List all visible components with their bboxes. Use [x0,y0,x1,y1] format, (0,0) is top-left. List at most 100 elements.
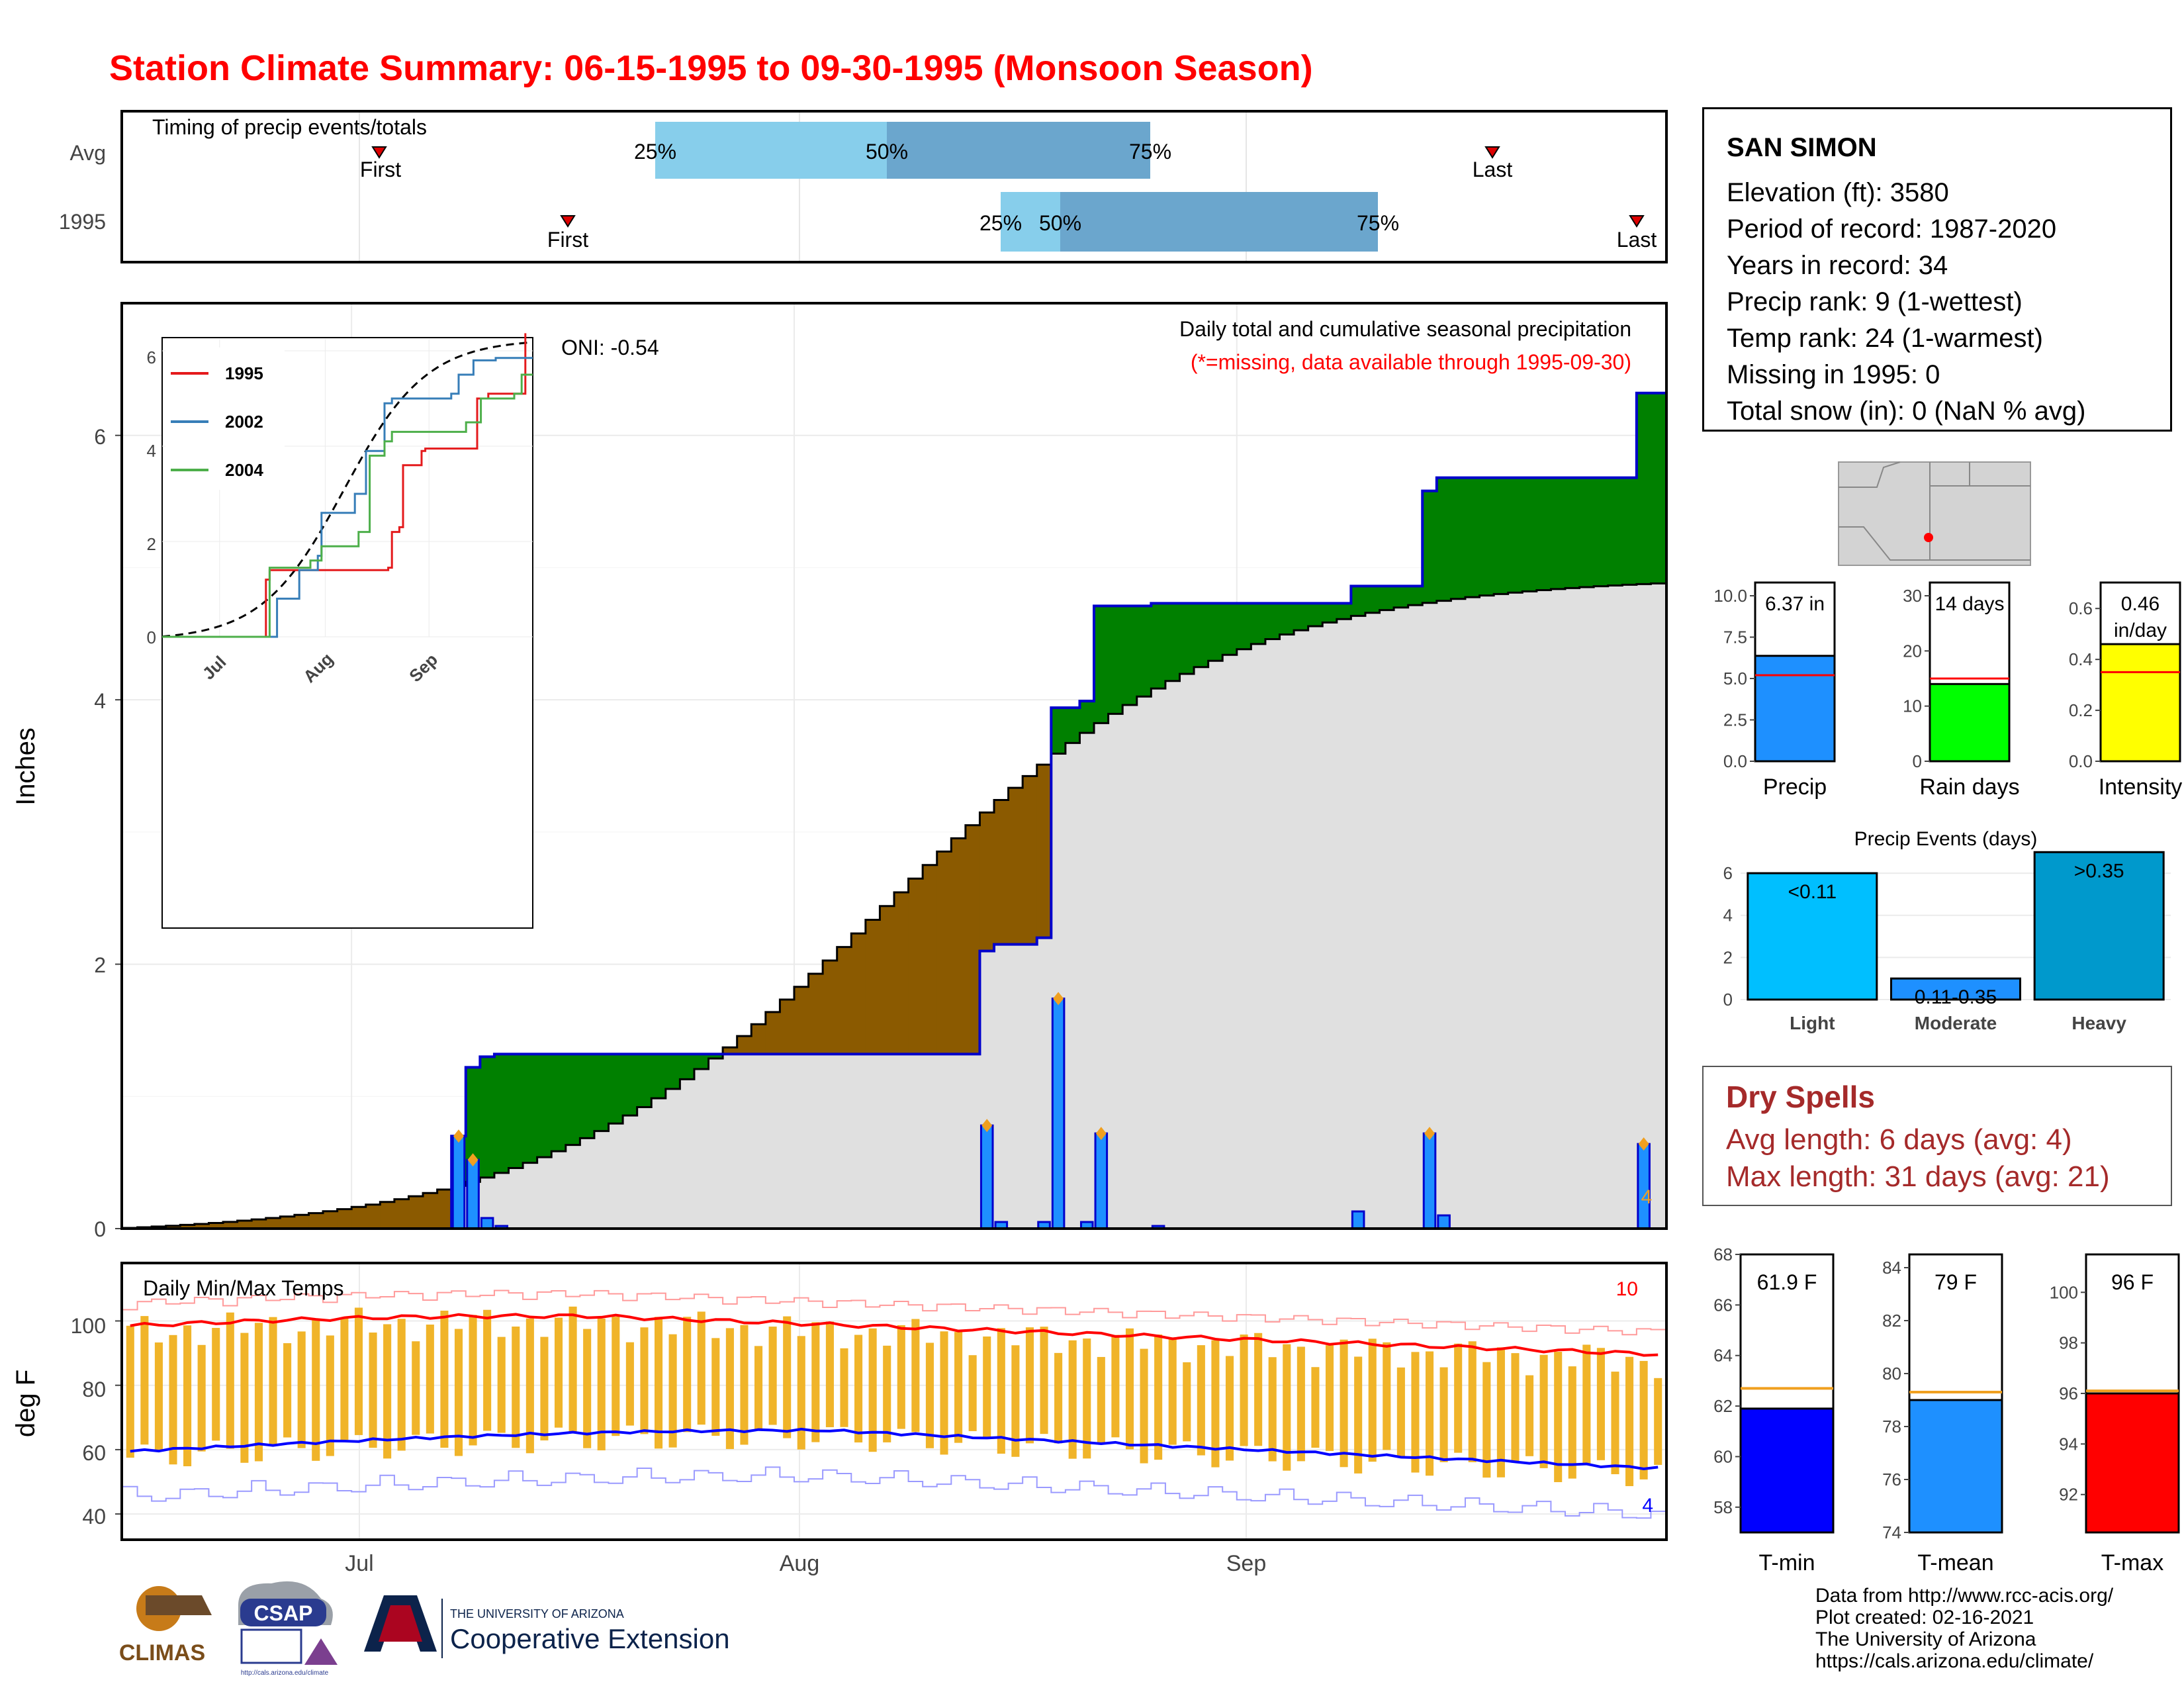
deficit-area [965,825,981,1055]
daily-temp-bar [1354,1356,1363,1474]
surplus-area [1594,477,1609,586]
daily-temp-bar [383,1324,392,1459]
deficit-area [251,1219,267,1229]
surplus-area [1122,606,1138,705]
precip-panel: Daily total and cumulative seasonal prec… [11,302,1668,1241]
timing-avg-p25: 25% [634,140,676,164]
surplus-area [1451,477,1466,599]
xtick-sep: Sep [1226,1551,1267,1576]
station-precip-rank: Precip rank: 9 (1-wettest) [1727,287,2023,316]
surplus-area [1479,477,1494,596]
daily-temp-bar [212,1328,220,1441]
avg-min-line [130,1427,1659,1470]
daily-temp-bar [940,1331,948,1455]
temp-ytick-80: 80 [82,1378,106,1401]
deficit-area [765,1011,781,1055]
surplus-area [594,1054,610,1131]
daily-temp-bar [968,1355,977,1431]
deficit-area [365,1204,381,1229]
surplus-area [565,1054,580,1145]
inset-legend-1995: 1995 [225,363,263,383]
surplus-area [1194,603,1209,667]
surplus-area [1351,586,1366,616]
surplus-area [1565,477,1580,588]
daily-precip-bar [1351,1210,1365,1230]
temp-summary-ytick: 68 [1713,1244,1733,1264]
surplus-area [1222,603,1238,655]
temp-summary-bar-t-mean [1908,1399,2003,1534]
temp-summary-value: 61.9 F [1757,1270,1817,1294]
daily-temp-bar [583,1329,592,1448]
daily-temp-bar [797,1336,805,1450]
daily-temp-bar [1340,1339,1348,1468]
precip-ytick-4: 4 [94,689,106,713]
daily-temp-bar [1396,1367,1405,1457]
deficit-area [823,960,838,1055]
surplus-area [1379,586,1394,610]
surplus-area [1165,603,1181,681]
daily-temp-bar [640,1327,649,1434]
events-title: Precip Events (days) [1854,828,2038,850]
daily-temp-bar [1225,1356,1234,1461]
heavy-event-marker [981,1119,993,1133]
surplus-area [1508,477,1523,593]
daily-temp-bar [440,1310,449,1448]
deficit-area [865,919,881,1055]
daily-temp-bar [1482,1362,1491,1478]
daily-precip-bar [466,1158,480,1230]
deficit-area [180,1225,195,1229]
daily-temp-bar [269,1317,277,1446]
surplus-area [1108,606,1123,714]
surplus-area [1236,603,1251,649]
mini-bar-rain-days [1929,682,2011,763]
daily-precip-bar [1051,997,1066,1230]
deficit-area [208,1223,224,1229]
deficit-area [337,1209,352,1229]
timing-1995-p25: 25% [979,211,1022,235]
surplus-area [1094,606,1109,724]
deficit-area [851,933,866,1055]
deficit-area [351,1207,367,1229]
events-bar-heavy [2033,851,2165,1001]
surplus-area [1308,603,1323,627]
daily-temp-bar [612,1317,620,1436]
csap-logo: CSAP http://cals.arizona.edu/climate [238,1581,338,1677]
daily-temp-bar [1197,1345,1205,1456]
daily-temp-bar [1283,1344,1291,1471]
deficit-area [794,986,809,1055]
deficit-area [165,1225,181,1229]
mini-bar-label: Intensity [2099,774,2183,800]
daily-temp-bar [1582,1344,1591,1464]
daily-temp-bar [1383,1342,1391,1450]
inset-avg-line [161,341,529,638]
temp-summary-bar-t-min [1739,1407,1835,1534]
daily-temp-bar [1425,1351,1434,1476]
daily-temp-bar [183,1325,192,1467]
mini-bar-value-unit: in/day [2114,620,2167,641]
daily-temp-bar [1368,1338,1377,1462]
daily-temp-bar [1125,1328,1134,1450]
surplus-area [1065,708,1081,743]
daily-temp-bar [925,1342,934,1448]
events-bar-label: 0.11-0.35 [1915,986,1997,1008]
deficit-area [223,1221,238,1229]
record-min-line [123,1466,1665,1519]
locator-map [1838,461,2031,566]
station-snow: Total snow (in): 0 (NaN % avg) [1727,397,2086,426]
timing-row-1995-label: 1995 [59,210,106,234]
timing-1995-p75: 75% [1357,211,1399,235]
csap-url: http://cals.arizona.edu/climate [241,1669,329,1677]
surplus-area [1365,586,1381,613]
daily-temp-bar [783,1316,792,1438]
precip-yticks: 0 2 4 6 [94,425,106,1241]
timing-avg-q2-bar [887,122,1150,179]
heavy-event-marker [1095,1127,1107,1141]
daily-temp-bar [497,1336,506,1433]
dry-spells-title: Dry Spells [1726,1080,1875,1114]
daily-temp-bar [597,1318,606,1451]
temp-summary-label: T-max [2101,1550,2163,1575]
precip-ytick-0: 0 [94,1217,106,1241]
daily-temp-bar [768,1327,777,1425]
daily-temp-bar [1254,1333,1263,1446]
climas-logo: CLIMAS [119,1586,212,1665]
